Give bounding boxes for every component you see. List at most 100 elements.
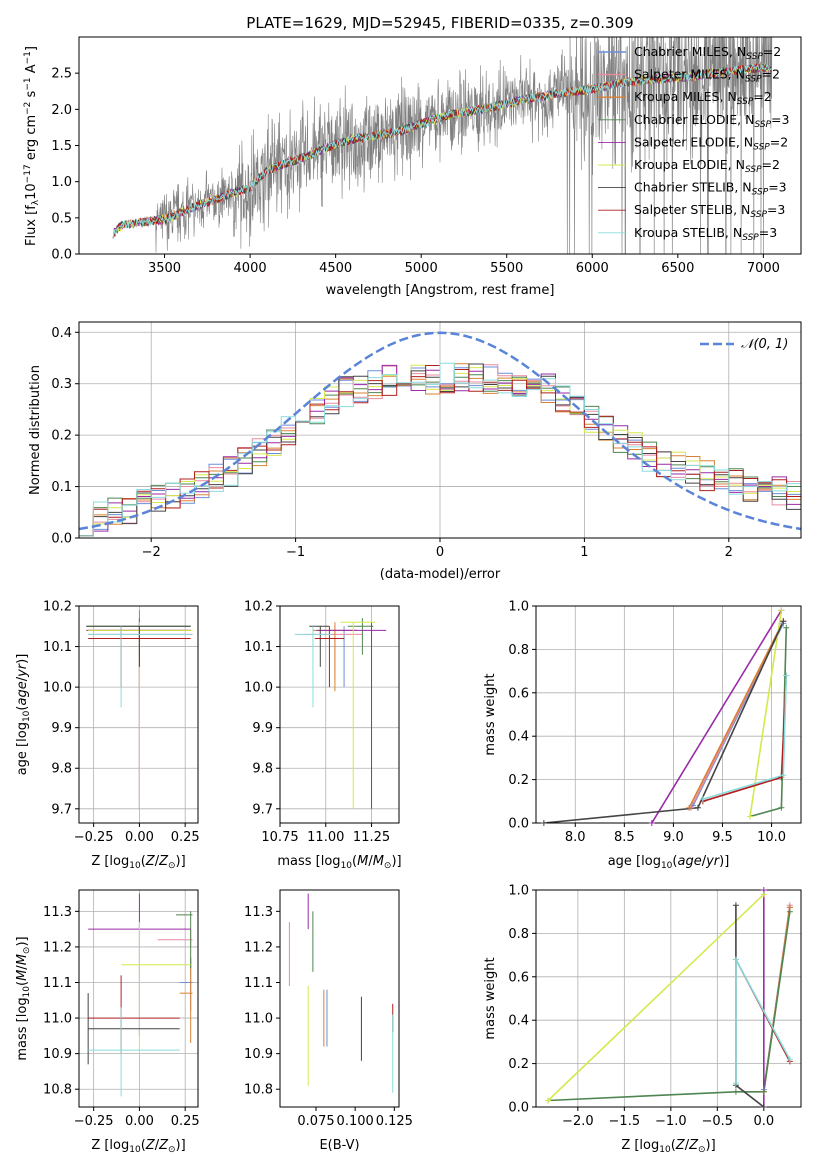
- y-tick-label: 0.1: [51, 480, 72, 495]
- y-tick-label: 0.3: [51, 377, 72, 392]
- marker-stelib_kroupa: [732, 1080, 739, 1087]
- x-tick-label: 2: [725, 545, 733, 560]
- y-axis-label: mass [log10(M/M⊙)]: [15, 936, 32, 1060]
- axes-frame: [279, 889, 400, 1108]
- label-part: )]: [176, 854, 186, 869]
- label-part: age [log: [15, 722, 30, 775]
- y-tick-label: 10.9: [244, 1047, 273, 1062]
- y-tick-label: 0.8: [508, 927, 529, 942]
- label-part: Z [log: [91, 854, 129, 869]
- y-tick-label: 10.8: [43, 1083, 72, 1098]
- y-tick-label: 10.8: [244, 1083, 273, 1098]
- y-tick-label: 10.0: [43, 681, 72, 696]
- label-part: Salpeter ELODIE, N: [634, 134, 753, 149]
- marker-elodie_chabrier: [778, 804, 785, 811]
- label-part: A: [24, 64, 39, 77]
- y-tick-label: 11.2: [244, 940, 273, 955]
- plot-layer: 3500 4000 4500 5000 5500 6000 6500 7000 0.0 0.5 1.…: [15, 36, 802, 1155]
- plot-area-age_vs_Z: [86, 610, 193, 809]
- label-part: Z [log: [621, 1138, 659, 1153]
- y-tick-label: 0.2: [51, 429, 72, 444]
- x-tick-label: 3500: [148, 261, 181, 276]
- marker-stelib_kroupa: [786, 1056, 793, 1063]
- marker-stelib_chabrier: [732, 902, 739, 909]
- x-tick-label: 8.5: [614, 830, 635, 845]
- weight-line-elodie_kroupa: [547, 893, 765, 1102]
- label-part: age: [677, 854, 701, 869]
- weight-line-stelib_kroupa: [735, 959, 791, 1084]
- y-tick-label: 11.1: [43, 976, 72, 991]
- label-part: −2: [23, 102, 33, 115]
- label-part: Z: [145, 854, 156, 869]
- marker-miles_kroupa: [686, 804, 693, 811]
- label-part: /: [685, 1138, 690, 1153]
- label-part: SSP: [745, 75, 762, 85]
- plot-area-age_vs_mass: [294, 618, 387, 809]
- label-part: M: [15, 954, 30, 965]
- x-tick-label: 10.75: [261, 830, 298, 845]
- y-tick-label: 9.7: [51, 802, 72, 817]
- label-part: ⊙: [22, 947, 32, 955]
- x-tick-label: −1.0: [655, 1114, 687, 1129]
- panel-mass_weight_vs_age: 8.0 8.5 9.0 9.5 10.0 0.0 0.2 0.4 0.6 0.8 1.0 age [l…: [483, 600, 802, 871]
- label-part: Kroupa MILES, N: [634, 89, 737, 104]
- x-tick-label: 11.00: [307, 830, 344, 845]
- label-part: )]: [176, 1138, 186, 1153]
- x-axis-label: Z [log10(Z/Z⊙)]: [91, 854, 185, 871]
- x-tick-label: 9.0: [663, 830, 684, 845]
- spectrum-model-stelib_kroupa: [112, 62, 772, 239]
- label-part: yr: [705, 854, 721, 869]
- marker-elodie_chabrier: [783, 624, 790, 631]
- label-part: )]: [15, 654, 30, 664]
- x-tick-label: 1: [580, 545, 588, 560]
- plot-area-mass_weight_vs_age: [543, 609, 788, 823]
- label-part: Z: [688, 1138, 699, 1153]
- x-tick-label: 9.5: [712, 830, 733, 845]
- label-part: 10: [129, 1145, 141, 1155]
- label-part: ⊙: [698, 1145, 706, 1155]
- label-part: /: [155, 1138, 160, 1153]
- x-tick-label: 4500: [319, 261, 352, 276]
- label-part: −1: [23, 77, 33, 90]
- marker-elodie_chabrier: [760, 1088, 767, 1095]
- label-part: =2: [763, 44, 781, 59]
- label-part: Z: [675, 1138, 686, 1153]
- label-part: /: [368, 854, 373, 869]
- marker-stelib_chabrier: [780, 618, 787, 625]
- x-tick-label: −0.5: [702, 1114, 734, 1129]
- label-part: =3: [768, 180, 786, 195]
- label-part: Flux [f: [24, 205, 39, 246]
- y-tick-label: 11.0: [244, 1012, 273, 1027]
- panel-residuals: −2 −1 0 1 2 0.0 0.1 0.2 0.3 0.4 (data-model)/error…: [28, 321, 802, 582]
- x-tick-label: −0.25: [74, 1114, 114, 1129]
- y-tick-label: 1.0: [51, 175, 72, 190]
- marker-elodie_kroupa: [545, 1097, 552, 1104]
- y-axis-label: Flux [fλ10−17 erg cm−2 s−1 A−1]: [23, 46, 41, 246]
- y-tick-label: 0.4: [508, 1014, 529, 1029]
- axes-frame: [78, 605, 199, 824]
- plot-area-mass_vs_Z: [87, 893, 193, 1097]
- panel-spectrum: 3500 4000 4500 5000 5500 6000 6500 7000 0.0 0.5 1.…: [23, 36, 802, 298]
- label-part: Chabrier ELODIE, N: [634, 112, 754, 127]
- x-tick-label: 7000: [747, 261, 780, 276]
- y-tick-label: 0.6: [508, 686, 529, 701]
- x-tick-label: 8.0: [565, 830, 586, 845]
- x-tick-label: 11.25: [353, 830, 390, 845]
- x-tick-label: 0.25: [171, 1114, 200, 1129]
- weight-line-miles_kroupa: [688, 620, 785, 809]
- marker-elodie_salpeter: [648, 820, 655, 826]
- y-tick-label: 9.9: [252, 721, 273, 736]
- x-tick-label: 5000: [405, 261, 438, 276]
- x-axis-label: Z [log10(Z/Z⊙)]: [621, 1138, 715, 1155]
- y-tick-label: 0.2: [508, 773, 529, 788]
- y-tick-label: 10.9: [43, 1047, 72, 1062]
- y-tick-label: 2.0: [51, 103, 72, 118]
- panel-age_vs_Z: −0.25 0.00 0.25 9.7 9.8 9.9 10.0 10.1 10.2 Z [log…: [15, 600, 200, 872]
- legend-label: Salpeter ELODIE, NSSP=2: [634, 134, 788, 152]
- marker-elodie_chabrier: [786, 908, 793, 915]
- label-part: SSP: [750, 210, 767, 220]
- x-tick-label: 0.100: [337, 1114, 374, 1129]
- marker-stelib_chabrier: [760, 1104, 767, 1110]
- label-part: =2: [753, 89, 771, 104]
